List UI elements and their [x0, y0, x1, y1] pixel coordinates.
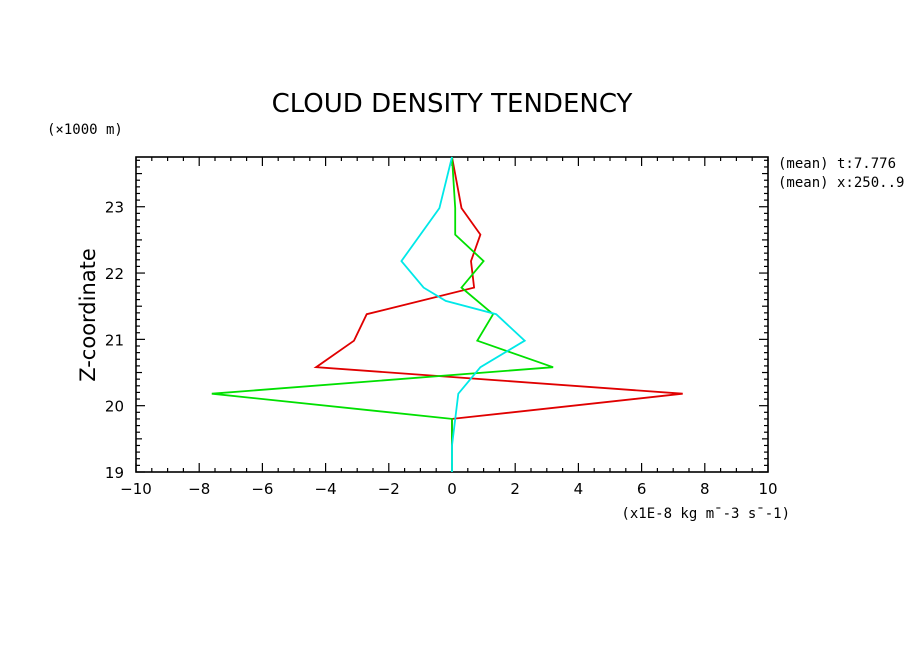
x-tick-label: −10: [120, 480, 152, 498]
y-tick-label: 19: [105, 464, 124, 482]
annotation-mean-x: (mean) x:250..9: [778, 175, 904, 191]
x-tick-label: −4: [315, 480, 337, 498]
y-tick-label: 23: [105, 199, 124, 217]
x-tick-label: 2: [510, 480, 520, 498]
annotation-mean-t: (mean) t:7.776: [778, 156, 896, 172]
x-tick-label: −8: [188, 480, 210, 498]
series-line-2: [211, 156, 554, 472]
plot-area: −10 −8 −6 −4 −2 0 2 4 6 8 10 19 20 21 22 23: [105, 156, 778, 498]
series-line-1: [313, 156, 683, 446]
chart-title: CLOUD DENSITY TENDENCY: [272, 89, 633, 119]
x-unit-label: (x1E-8 kg m¯-3 s¯-1): [621, 506, 790, 522]
x-tick-label: 0: [447, 480, 457, 498]
x-tick-label: −2: [378, 480, 400, 498]
x-tick-label: 10: [758, 480, 777, 498]
x-tick-label: 8: [700, 480, 710, 498]
x-tick-label: −6: [251, 480, 273, 498]
y-unit-label: (×1000 m): [47, 122, 123, 138]
y-tick-label: 22: [105, 265, 124, 283]
series-line-3: [400, 156, 527, 472]
x-tick-label: 4: [574, 480, 584, 498]
y-axis-label: Z-coordinate: [76, 248, 100, 382]
y-tick-label: 20: [105, 398, 124, 416]
x-tick-label: 6: [637, 480, 647, 498]
y-tick-label: 21: [105, 331, 124, 349]
